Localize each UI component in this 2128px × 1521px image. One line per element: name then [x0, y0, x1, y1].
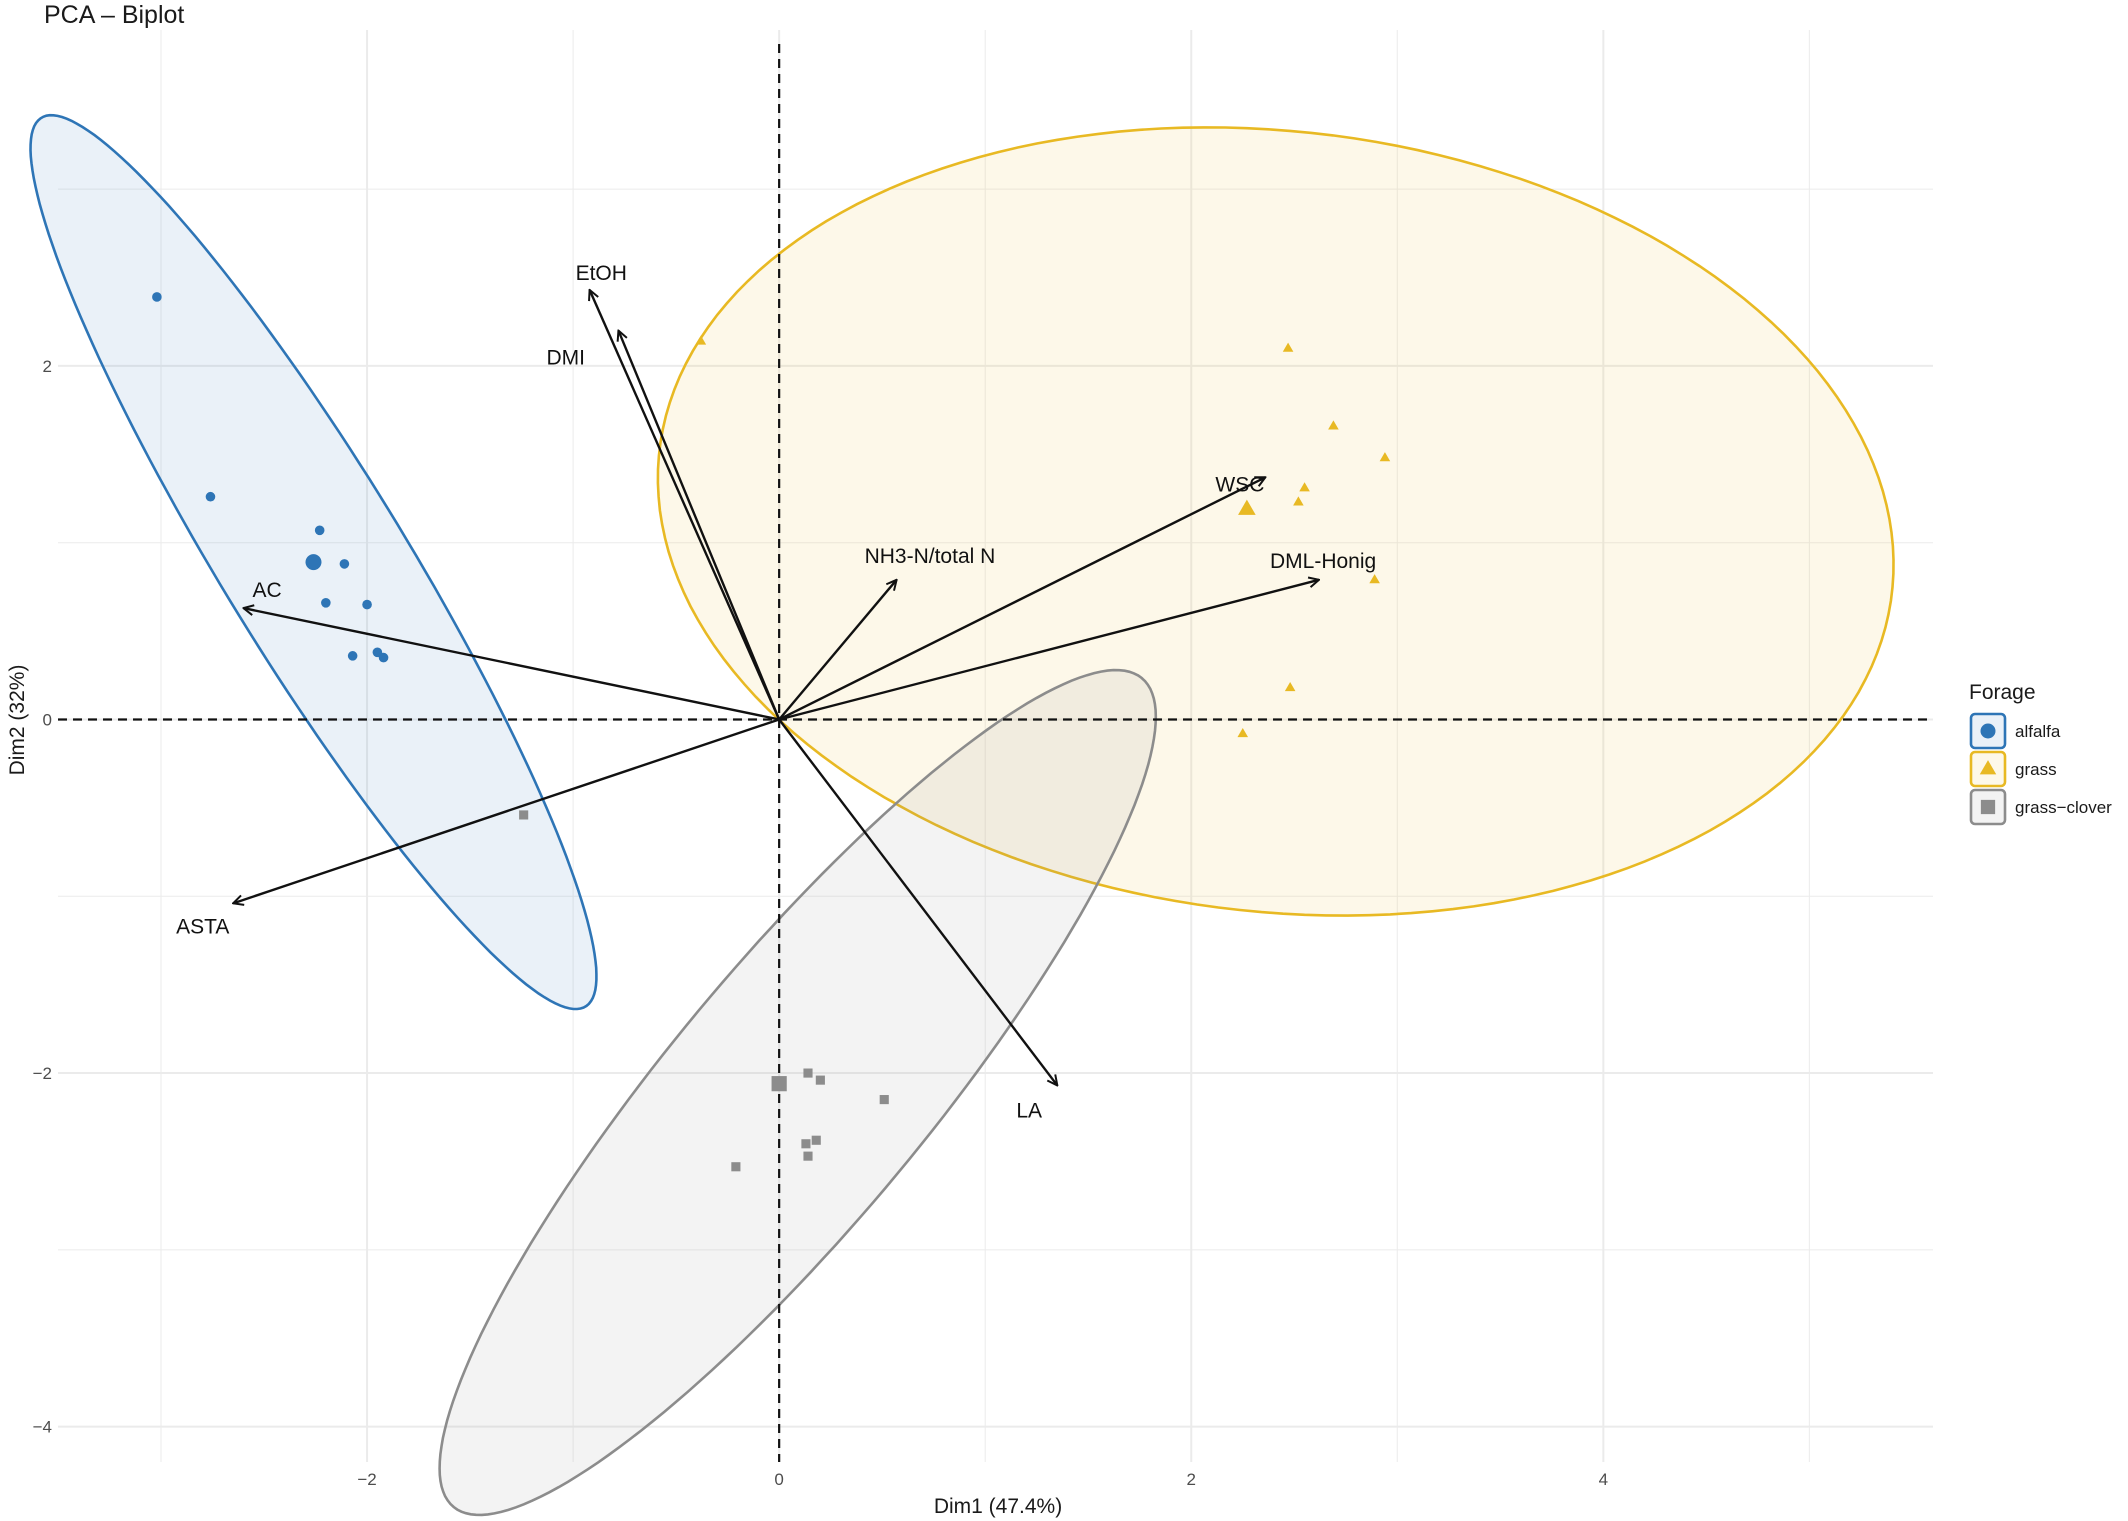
vector-DMI	[618, 331, 781, 720]
data-points	[152, 292, 1391, 1172]
x-tick-label: 0	[774, 1470, 783, 1489]
point-grass	[1237, 727, 1249, 738]
point-grass−clover	[801, 1139, 811, 1149]
variable-vectors: EtOH DMI NH3-N/total N WSC DML-Honig AC ASTA LA	[176, 262, 1376, 1123]
point-alfalfa	[321, 598, 331, 608]
tick-labels: −2 0 2 4 −4 −2 0 2	[33, 357, 1608, 1489]
y-tick-label: 2	[43, 357, 52, 376]
vector-label: LA	[1016, 1099, 1042, 1122]
point-alfalfa	[152, 292, 162, 302]
point-grass−clover	[815, 1075, 825, 1085]
vector-label: DML-Honig	[1270, 550, 1376, 573]
point-grass	[1379, 452, 1391, 462]
point-grass	[695, 335, 707, 345]
point-grass−clover	[803, 1151, 813, 1161]
vector-DML-Honig	[778, 580, 1319, 721]
y-tick-label: −2	[33, 1064, 52, 1083]
vector-EtOH	[590, 290, 781, 720]
vector-label: EtOH	[576, 262, 627, 285]
centroid-grass−clover	[771, 1076, 787, 1092]
point-grass	[1299, 482, 1310, 492]
vector-label: WSC	[1215, 473, 1264, 496]
x-axis-title: Dim1 (47.4%)	[934, 1495, 1062, 1518]
point-grass−clover	[879, 1095, 889, 1105]
y-axis-title: Dim2 (32%)	[6, 665, 29, 776]
chart-title: PCA – Biplot	[44, 1, 184, 29]
centroid-grass	[1238, 499, 1256, 515]
point-alfalfa	[362, 599, 372, 610]
vector-AC	[243, 608, 780, 721]
x-tick-label: 2	[1187, 1470, 1196, 1489]
point-grass	[1369, 574, 1380, 584]
confidence-ellipses	[29, 113, 1895, 1517]
legend-marker-alfalfa	[1980, 723, 1996, 739]
centroid-alfalfa	[305, 554, 322, 571]
point-grass	[1282, 342, 1294, 352]
vector-NH3-N/total N	[778, 580, 896, 721]
legend-label: grass−clover	[2015, 798, 2112, 817]
point-grass−clover	[731, 1162, 741, 1172]
point-alfalfa	[347, 651, 358, 661]
x-tick-label: 4	[1599, 1470, 1608, 1489]
legend-label: alfalfa	[2015, 722, 2061, 741]
vector-label: ASTA	[176, 915, 229, 938]
legend-label: grass	[2015, 760, 2057, 779]
point-grass	[1284, 682, 1296, 692]
vector-label: DMI	[546, 347, 585, 370]
vector-label: AC	[252, 579, 281, 602]
point-grass	[1293, 496, 1304, 506]
point-alfalfa	[205, 491, 216, 502]
vector-LA	[778, 718, 1057, 1085]
point-grass−clover	[803, 1068, 813, 1078]
legend: Forage alfalfa grass grass−clover	[1969, 681, 2112, 826]
legend-title: Forage	[1969, 681, 2036, 704]
reference-lines	[58, 44, 1933, 1462]
point-grass−clover	[519, 810, 529, 820]
point-alfalfa	[339, 559, 350, 569]
ellipse-grass−clover	[438, 668, 1158, 1517]
vector-ASTA	[233, 718, 780, 903]
legend-marker-grass−clover	[1980, 799, 1996, 815]
legend-marker-grass	[1979, 760, 1997, 775]
point-grass	[1328, 420, 1339, 430]
vector-WSC	[778, 476, 1265, 721]
ellipse-grass	[656, 126, 1895, 917]
point-alfalfa	[378, 652, 389, 663]
vector-label: NH3-N/total N	[865, 545, 996, 568]
y-tick-label: −4	[33, 1418, 52, 1437]
point-alfalfa	[314, 525, 325, 536]
y-tick-label: 0	[43, 710, 52, 729]
x-tick-label: −2	[357, 1470, 376, 1489]
point-grass−clover	[811, 1135, 821, 1145]
